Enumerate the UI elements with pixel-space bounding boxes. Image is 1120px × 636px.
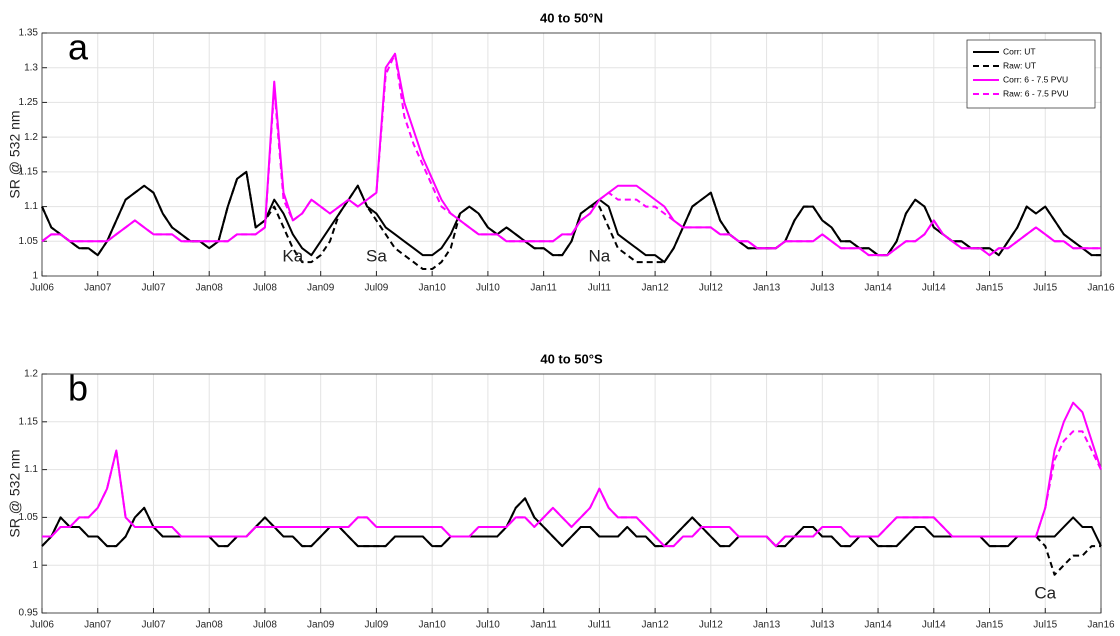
y-tick-label: 1	[32, 271, 38, 282]
y-axis-label: SR @ 532 nm	[7, 449, 23, 537]
legend-label: Corr: UT	[1003, 46, 1036, 56]
x-tick-label: Jul10	[476, 283, 500, 294]
y-tick-label: 1	[32, 560, 38, 571]
chart-title: 40 to 50°S	[540, 351, 603, 366]
x-tick-label: Jul13	[810, 283, 834, 294]
x-tick-label: Jan13	[753, 283, 781, 294]
x-tick-label: Jul15	[1033, 620, 1057, 631]
legend-label: Corr: 6 - 7.5 PVU	[1003, 74, 1068, 84]
y-tick-label: 1.25	[19, 97, 39, 108]
y-tick-label: 1.05	[19, 236, 39, 247]
x-tick-label: Jan10	[419, 283, 447, 294]
x-tick-label: Jul11	[588, 283, 612, 294]
x-tick-label: Jan12	[641, 620, 669, 631]
y-tick-label: 1.1	[24, 464, 38, 475]
x-tick-label: Jul09	[364, 620, 388, 631]
series-line	[41, 497, 1101, 576]
plot-area	[42, 374, 1101, 613]
x-tick-label: Jan08	[196, 283, 224, 294]
x-tick-label: Jul12	[699, 620, 723, 631]
x-tick-label: Jul08	[253, 620, 277, 631]
annotation: Na	[589, 247, 611, 266]
y-tick-label: 1.35	[19, 28, 39, 39]
y-tick-label: 0.95	[19, 608, 39, 619]
x-tick-label: Jul13	[810, 620, 834, 631]
panel: 1 1.05 1.1 1.15 1.2 1.25 1.3 1.35 Jul06 Jan07 Jul0…	[7, 10, 1115, 293]
x-tick-label: Jan07	[84, 283, 112, 294]
annotation: Ka	[282, 247, 303, 266]
series-line	[42, 430, 1102, 548]
y-tick-label: 1.3	[24, 62, 38, 73]
x-tick-label: Jan07	[84, 620, 112, 631]
x-tick-label: Jan15	[976, 283, 1004, 294]
y-tick-label: 1.15	[19, 416, 39, 427]
chart-title: 40 to 50°N	[540, 10, 603, 25]
x-tick-label: Jan15	[976, 620, 1004, 631]
x-tick-label: Jan08	[196, 620, 224, 631]
series-line	[41, 52, 1101, 257]
x-tick-label: Jul07	[142, 283, 166, 294]
x-tick-label: Jul14	[922, 620, 946, 631]
x-tick-label: Jul10	[476, 620, 500, 631]
x-tick-label: Jan14	[864, 283, 892, 294]
plot-frame	[41, 32, 1102, 277]
x-tick-label: Jul08	[253, 283, 277, 294]
y-tick-label: 1.05	[19, 512, 39, 523]
y-tick-label: 1.1	[24, 201, 38, 212]
y-tick-label: 1.2	[24, 369, 38, 380]
x-tick-label: Jan13	[753, 620, 781, 631]
y-axis-label: SR @ 532 nm	[7, 110, 23, 198]
x-tick-label: Jul09	[364, 283, 388, 294]
x-tick-label: Jul15	[1033, 283, 1057, 294]
plot-frame	[41, 373, 1102, 614]
annotation: Ca	[1034, 583, 1056, 602]
x-tick-label: Jan14	[864, 620, 892, 631]
x-tick-label: Jul12	[699, 283, 723, 294]
panel-label: b	[68, 368, 88, 409]
x-tick-label: Jan11	[530, 283, 557, 294]
panel: 0.95 1 1.05 1.1 1.15 1.2 Jul06 Jan07 Jul07 Jan08 J…	[7, 351, 1115, 630]
x-tick-label: Jul14	[922, 283, 946, 294]
x-tick-label: Jan16	[1087, 620, 1115, 631]
x-tick-label: Jul11	[588, 620, 612, 631]
x-tick-label: Jul07	[142, 620, 166, 631]
legend-label: Raw: 6 - 7.5 PVU	[1003, 88, 1069, 98]
x-tick-label: Jan11	[530, 620, 557, 631]
x-tick-label: Jan16	[1087, 283, 1115, 294]
x-tick-label: Jan09	[307, 620, 335, 631]
x-tick-label: Jan10	[419, 620, 447, 631]
y-tick-label: 1.15	[19, 166, 39, 177]
panel-label: a	[68, 27, 89, 68]
annotation: Sa	[366, 247, 387, 266]
x-tick-label: Jul06	[30, 620, 54, 631]
y-tick-label: 1.2	[24, 132, 38, 143]
x-tick-label: Jul06	[30, 283, 54, 294]
x-tick-label: Jan12	[641, 283, 669, 294]
x-tick-label: Jan09	[307, 283, 335, 294]
legend-label: Raw: UT	[1003, 60, 1036, 70]
